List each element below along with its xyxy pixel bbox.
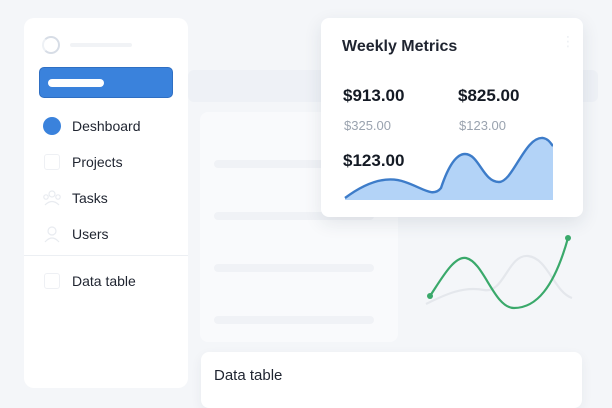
sidebar-item-tasks[interactable]: Tasks (42, 180, 188, 216)
primary-action-button[interactable] (39, 67, 173, 98)
weekly-area-chart (344, 136, 553, 200)
sidebar-item-dashboard[interactable]: Deshboard (42, 108, 188, 144)
sidebar-divider (24, 255, 188, 256)
area-chart-line (344, 136, 553, 199)
background-line (214, 160, 374, 168)
metric-subvalue: $325.00 (344, 118, 391, 133)
trend-point-end (565, 235, 571, 241)
background-line (214, 264, 374, 272)
sidebar-item-projects[interactable]: Projects (42, 144, 188, 180)
sidebar-item-label: Deshboard (72, 118, 141, 134)
metric-value: $913.00 (343, 86, 405, 105)
trend-line (429, 237, 570, 310)
sidebar-item-label: Users (72, 226, 109, 242)
sidebar-item-data-table[interactable]: Data table (42, 263, 188, 299)
metric-value: $825.00 (458, 86, 520, 105)
sidebar-item-users[interactable]: Users (42, 216, 188, 252)
brand-placeholder (70, 43, 132, 47)
trend-point-start (427, 293, 433, 299)
users-icon (42, 224, 62, 244)
trend-ghost-line (425, 254, 573, 305)
projects-icon (42, 152, 62, 172)
button-label-placeholder (48, 79, 104, 87)
table-icon (42, 271, 62, 291)
trend-line-chart (425, 235, 573, 310)
sidebar-secondary-nav: Data table (42, 263, 188, 299)
metrics-title: Weekly Metrics (342, 38, 458, 55)
metric-subvalue: $123.00 (459, 118, 506, 133)
brand (42, 36, 132, 54)
sidebar-nav: Deshboard Projects Tasks (42, 108, 188, 252)
sidebar: Deshboard Projects Tasks (24, 18, 188, 388)
logo-icon (42, 36, 60, 54)
weekly-metrics-card: Weekly Metrics ⋮ $913.00 $325.00 $825.00… (321, 18, 583, 217)
tasks-icon (42, 188, 62, 208)
more-options-icon[interactable]: ⋮ (561, 33, 575, 49)
sidebar-item-label: Data table (72, 273, 136, 289)
sidebar-item-label: Projects (72, 154, 123, 170)
data-table-title: Data table (214, 367, 283, 384)
dashboard-icon (42, 116, 62, 136)
background-line (214, 212, 374, 220)
sidebar-item-label: Tasks (72, 190, 108, 206)
background-line (214, 316, 374, 324)
metric-value: $123.00 (343, 151, 405, 170)
data-table-card: Data table (201, 352, 582, 408)
